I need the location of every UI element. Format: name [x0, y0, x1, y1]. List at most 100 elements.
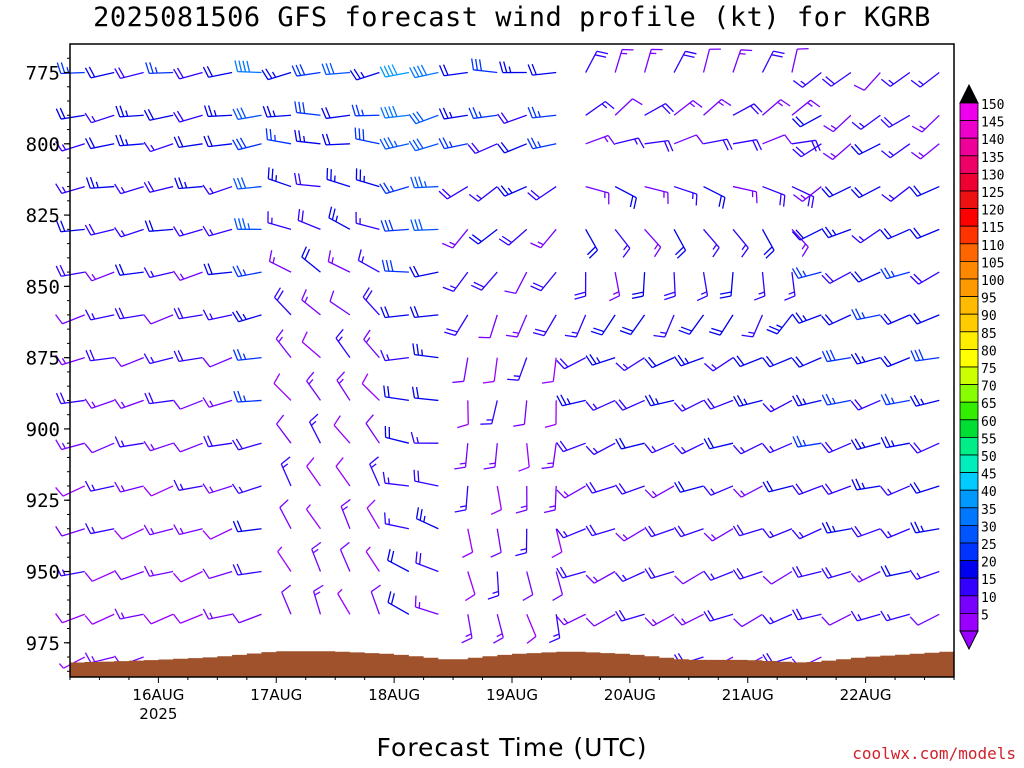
x-tick-label: 18AUG — [368, 686, 420, 704]
wind-barb — [644, 228, 662, 258]
wind-barb — [202, 357, 233, 368]
wind-barb — [438, 137, 468, 150]
wind-barb — [172, 613, 203, 624]
wind-barb — [231, 613, 262, 624]
colorbar-cell — [959, 208, 979, 227]
y-tick-label: 800 — [26, 134, 60, 156]
wind-barb — [526, 614, 537, 644]
colorbar-cell — [959, 137, 979, 157]
wind-barb — [909, 185, 940, 197]
wind-barb — [552, 571, 564, 601]
wind-barb — [541, 357, 557, 384]
wind-barb — [277, 546, 292, 572]
wind-barb — [55, 264, 85, 277]
wind-barb — [527, 106, 557, 119]
colorbar-cell — [959, 542, 979, 562]
wind-barb — [910, 349, 940, 362]
wind-barb — [276, 414, 292, 444]
wind-barb — [732, 228, 749, 258]
wind-barb — [306, 371, 321, 401]
colorbar-cell — [959, 313, 979, 333]
wind-barb — [308, 413, 322, 444]
wind-barb — [784, 272, 796, 301]
wind-barb — [231, 438, 262, 451]
x-tick-label: 21AUG — [722, 686, 774, 704]
wind-barb — [354, 127, 380, 145]
wind-barb — [753, 272, 766, 301]
colorbar-cell — [959, 419, 979, 438]
wind-barb — [380, 349, 409, 362]
wind-barb — [850, 438, 881, 451]
colorbar-cell — [959, 102, 979, 122]
wind-barb — [415, 551, 439, 573]
colorbar-cell — [959, 436, 979, 456]
wind-barb — [306, 457, 321, 487]
wind-barb — [762, 399, 793, 413]
colorbar-label: 120 — [981, 204, 1004, 219]
wind-barb — [55, 392, 85, 405]
colorbar-cell — [959, 260, 979, 280]
wind-barb — [644, 485, 675, 499]
wind-barb — [673, 525, 704, 538]
wind-barb — [55, 613, 85, 624]
wind-barbs-layer — [55, 47, 940, 670]
wind-barb — [541, 443, 557, 470]
wind-barb — [349, 68, 380, 81]
wind-barb — [173, 110, 203, 123]
wind-barb — [792, 72, 822, 88]
wind-barb — [84, 523, 115, 535]
wind-barb — [822, 143, 852, 161]
wind-barb — [792, 143, 822, 158]
colorbar-cell — [959, 472, 979, 491]
surface-terrain-layer — [70, 651, 954, 677]
x-tick-sublabel: 2025 — [139, 705, 177, 723]
wind-barb — [369, 456, 380, 487]
wind-barb — [532, 314, 557, 337]
wind-barb — [413, 469, 439, 487]
colorbar-label: 20 — [981, 556, 997, 571]
wind-barb — [909, 271, 940, 285]
wind-barb — [674, 570, 704, 585]
wind-barb — [732, 139, 763, 151]
wind-barb — [410, 431, 439, 444]
wind-barb — [513, 400, 528, 427]
wind-barb — [762, 442, 793, 454]
wind-barb — [357, 249, 380, 273]
wind-barb — [55, 183, 85, 194]
wind-barb — [507, 357, 528, 381]
wind-barb — [490, 528, 502, 558]
wind-barb — [333, 415, 351, 444]
wind-barb — [515, 485, 528, 514]
wind-barb — [383, 385, 409, 402]
wind-barb — [709, 314, 734, 336]
wind-barb — [762, 613, 793, 625]
wind-barb — [143, 613, 174, 625]
wind-barb — [355, 211, 380, 230]
wind-barb — [114, 263, 144, 276]
colorbar-label: 95 — [981, 292, 997, 307]
wind-barb — [644, 103, 675, 116]
wind-barb — [311, 541, 322, 572]
wind-barb — [585, 185, 610, 205]
wind-barb — [910, 521, 940, 534]
wind-barb — [673, 399, 704, 412]
colorbar-label: 60 — [981, 415, 997, 430]
wind-barb — [370, 584, 381, 615]
colorbar-label: 65 — [981, 397, 997, 412]
wind-barb — [762, 570, 793, 585]
wind-barb — [821, 613, 852, 626]
wind-barb — [615, 528, 645, 542]
y-tick-label: 825 — [26, 205, 60, 227]
wind-barb — [301, 246, 321, 273]
colorbar-label: 150 — [981, 98, 1004, 113]
wind-barb — [143, 565, 174, 577]
colorbar-cell — [959, 560, 979, 579]
wind-barb — [614, 185, 638, 210]
wind-barb — [173, 350, 203, 363]
wind-barb — [55, 526, 85, 537]
wind-barb — [703, 437, 734, 450]
wind-barb — [564, 314, 587, 338]
wind-barb — [84, 570, 115, 582]
